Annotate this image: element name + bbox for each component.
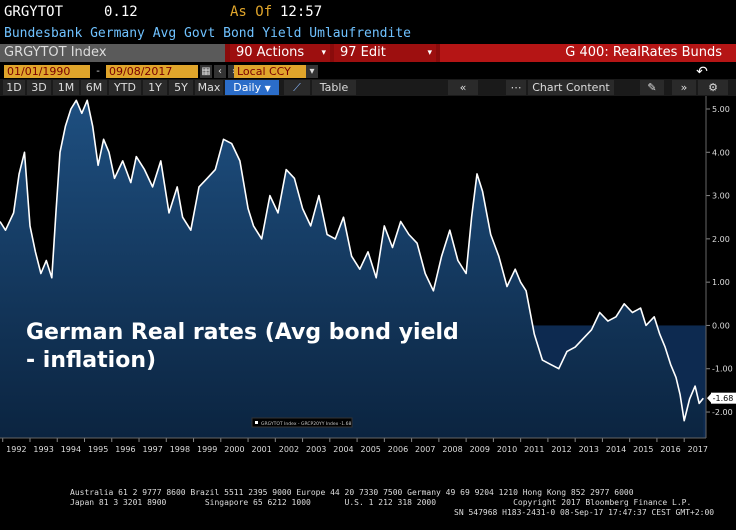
security-field[interactable]: GRGYTOT Index — [0, 44, 225, 62]
security-header: GRGYTOT 0.12 As Of 12:57 — [0, 0, 736, 24]
x-tick-label: 2009 — [470, 445, 490, 454]
x-tick-label: 2011 — [524, 445, 544, 454]
x-tick-label: 1999 — [197, 445, 217, 454]
y-tick-label: 2.00 — [712, 235, 730, 244]
end-date-input[interactable]: 09/08/2017 — [106, 65, 198, 78]
x-axis: 1992 1993 1994 1995 1996 1997 1998 1999 2000 2001… — [2, 438, 708, 454]
x-tick-label: 2010 — [497, 445, 517, 454]
as-of-label: As Of — [230, 4, 273, 20]
date-separator: - — [92, 65, 104, 78]
footer-contacts-1: Australia 61 2 9777 8600 Brazil 5511 239… — [70, 488, 634, 497]
range-6m[interactable]: 6M — [81, 80, 107, 95]
line-chart-icon[interactable]: ⟋ — [284, 80, 310, 95]
collapse-left-icon[interactable]: « — [448, 80, 478, 95]
annotation-line-2: - inflation) — [26, 348, 156, 373]
x-tick-label: 1992 — [6, 445, 26, 454]
y-tick-label: 3.00 — [712, 192, 730, 201]
y-tick-label: -2.00 — [712, 408, 733, 417]
range-1m[interactable]: 1M — [53, 80, 79, 95]
more-options-icon[interactable]: ⋯ — [506, 80, 526, 95]
annotation-line-1: German Real rates (Avg bond yield — [26, 320, 459, 345]
y-axis: 5.00 4.00 3.00 2.00 1.00 0.00 -1.00 -2.00 — [706, 105, 733, 417]
edit-dropdown-icon: ▾ — [427, 48, 432, 58]
last-value-label: -1.68 — [713, 394, 734, 403]
range-ytd[interactable]: YTD — [109, 80, 141, 95]
footer-contacts-2: Japan 81 3 3201 8900 Singapore 65 6212 1… — [70, 498, 692, 507]
expand-icon[interactable]: » — [672, 80, 696, 95]
security-description-bar: Bundesbank Germany Avg Govt Bond Yield U… — [0, 24, 736, 44]
actions-menu[interactable]: 90 Actions ▾ — [230, 44, 330, 62]
as-of-time: 12:57 — [280, 4, 323, 20]
chart-content-button[interactable]: Chart Content — [528, 80, 614, 95]
actions-dropdown-icon: ▾ — [321, 48, 326, 58]
x-tick-label: 2000 — [224, 445, 244, 454]
x-tick-label: 2004 — [333, 445, 353, 454]
edit-label: 97 Edit — [340, 45, 386, 60]
undo-icon[interactable]: ↶ — [696, 64, 708, 80]
x-tick-label: 2017 — [688, 445, 708, 454]
currency-value: Local CCY — [237, 65, 291, 78]
ticker-value: 0.12 — [104, 4, 138, 20]
legend-entry: GRGYTOT Index - GRCP20YY Index -1.68 — [261, 421, 351, 427]
x-tick-label: 1997 — [142, 445, 162, 454]
x-tick-label: 2012 — [551, 445, 571, 454]
range-max[interactable]: Max — [195, 80, 223, 95]
ticker-symbol: GRGYTOT — [4, 4, 64, 20]
x-tick-label: 2003 — [306, 445, 326, 454]
x-tick-label: 1995 — [88, 445, 108, 454]
chart-annotation: German Real rates (Avg bond yield - infl… — [26, 320, 459, 373]
currency-dropdown-icon[interactable]: ▾ — [306, 65, 318, 78]
series-line — [0, 99, 704, 422]
calendar-icon[interactable]: ▦ — [200, 65, 212, 78]
edit-menu[interactable]: 97 Edit ▾ — [334, 44, 436, 62]
x-tick-label: 2014 — [606, 445, 626, 454]
currency-select[interactable]: Local CCY — [234, 65, 318, 78]
y-tick-label: 1.00 — [712, 278, 730, 287]
date-range-toolbar: 01/01/1990 - 09/08/2017 ▦ ‹ › Local CCY … — [0, 64, 736, 80]
x-tick-label: 2016 — [660, 445, 680, 454]
y-tick-label: 0.00 — [712, 321, 730, 330]
legend: GRGYTOT Index - GRCP20YY Index -1.68 — [251, 417, 353, 428]
security-description: Bundesbank Germany Avg Govt Bond Yield U… — [4, 26, 411, 41]
prev-period-icon[interactable]: ‹ — [214, 65, 226, 78]
footer-timestamp: SN 547968 H183-2431-0 08-Sep-17 17:47:37… — [454, 508, 715, 517]
x-tick-label: 2015 — [633, 445, 653, 454]
x-tick-label: 1994 — [61, 445, 81, 454]
table-button[interactable]: Table — [312, 80, 356, 95]
x-tick-label: 1993 — [33, 445, 53, 454]
range-toolbar: 1D 3D 1M 6M YTD 1Y 5Y Max Daily ▼ ⟋ Tabl… — [0, 79, 736, 96]
x-tick-label: 1996 — [115, 445, 135, 454]
edit-chart-icon[interactable]: ✎ — [640, 80, 664, 95]
y-tick-label: 4.00 — [712, 148, 730, 157]
frequency-dropdown-icon: ▼ — [264, 84, 271, 93]
x-tick-label: 2001 — [252, 445, 272, 454]
graph-name: G 400: RealRates Bunds — [440, 44, 736, 62]
function-toolbar: GRGYTOT Index 90 Actions ▾ 97 Edit ▾ G 4… — [0, 44, 736, 62]
y-tick-label: -1.00 — [712, 365, 733, 374]
x-tick-label: 1998 — [170, 445, 190, 454]
settings-gear-icon[interactable]: ⚙ — [698, 80, 728, 95]
footer: Australia 61 2 9777 8600 Brazil 5511 239… — [0, 486, 736, 530]
x-tick-label: 2006 — [388, 445, 408, 454]
x-tick-label: 2013 — [579, 445, 599, 454]
range-1y[interactable]: 1Y — [143, 80, 167, 95]
frequency-select[interactable]: Daily ▼ — [225, 80, 279, 95]
x-tick-label: 2007 — [415, 445, 435, 454]
y-tick-label: 5.00 — [712, 105, 730, 114]
range-3d[interactable]: 3D — [27, 80, 51, 95]
frequency-value: Daily — [233, 81, 262, 94]
x-tick-label: 2002 — [279, 445, 299, 454]
range-1d[interactable]: 1D — [3, 80, 25, 95]
range-5y[interactable]: 5Y — [169, 80, 193, 95]
start-date-input[interactable]: 01/01/1990 — [4, 65, 90, 78]
area-fill — [0, 100, 704, 439]
price-chart[interactable]: 5.004.003.002.001.000.00-1.00-2.00 1992 1… — [0, 96, 736, 466]
actions-label: 90 Actions — [236, 45, 305, 60]
last-value-marker: -1.68 — [707, 392, 736, 404]
x-tick-label: 2008 — [442, 445, 462, 454]
x-tick-label: 2005 — [361, 445, 381, 454]
